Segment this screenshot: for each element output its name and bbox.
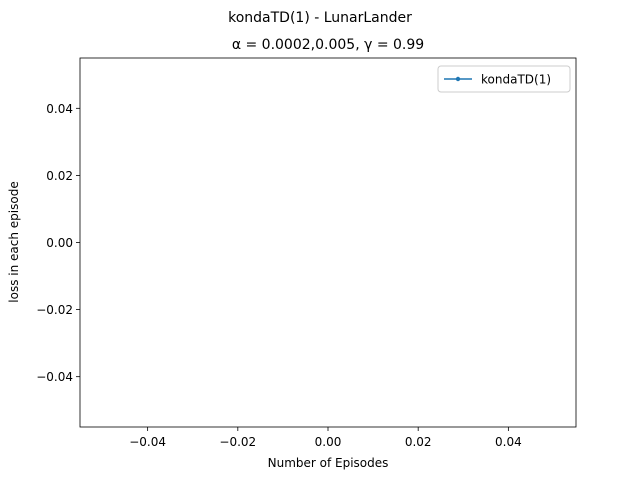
x-axis-ticks: −0.04 −0.02 0.00 0.02 0.04 bbox=[129, 427, 522, 449]
y-axis-ticks: −0.04 −0.02 0.00 0.02 0.04 bbox=[36, 102, 80, 384]
x-tick-label: 0.02 bbox=[405, 435, 432, 449]
legend-marker-kondatd bbox=[455, 76, 461, 82]
legend: kondaTD(1) bbox=[437, 65, 571, 93]
x-tick-label: 0.04 bbox=[495, 435, 522, 449]
y-tick-label: 0.02 bbox=[46, 169, 73, 183]
plot-area bbox=[79, 57, 577, 428]
y-tick-label: −0.04 bbox=[36, 370, 73, 384]
y-tick-label: 0.04 bbox=[46, 102, 73, 116]
y-tick-label: 0.00 bbox=[46, 236, 73, 250]
chart-title: α = 0.0002,0.005, γ = 0.99 bbox=[232, 37, 424, 53]
x-tick-label: 0.00 bbox=[315, 435, 342, 449]
legend-box bbox=[437, 65, 571, 93]
x-tick-label: −0.04 bbox=[129, 435, 166, 449]
legend-label-kondatd: kondaTD(1) bbox=[481, 73, 551, 87]
chart-suptitle: kondaTD(1) - LunarLander bbox=[228, 10, 412, 26]
y-axis-label: loss in each episode bbox=[7, 181, 21, 302]
x-axis-label: Number of Episodes bbox=[268, 456, 389, 470]
x-tick-label: −0.02 bbox=[219, 435, 256, 449]
y-tick-label: −0.02 bbox=[36, 303, 73, 317]
